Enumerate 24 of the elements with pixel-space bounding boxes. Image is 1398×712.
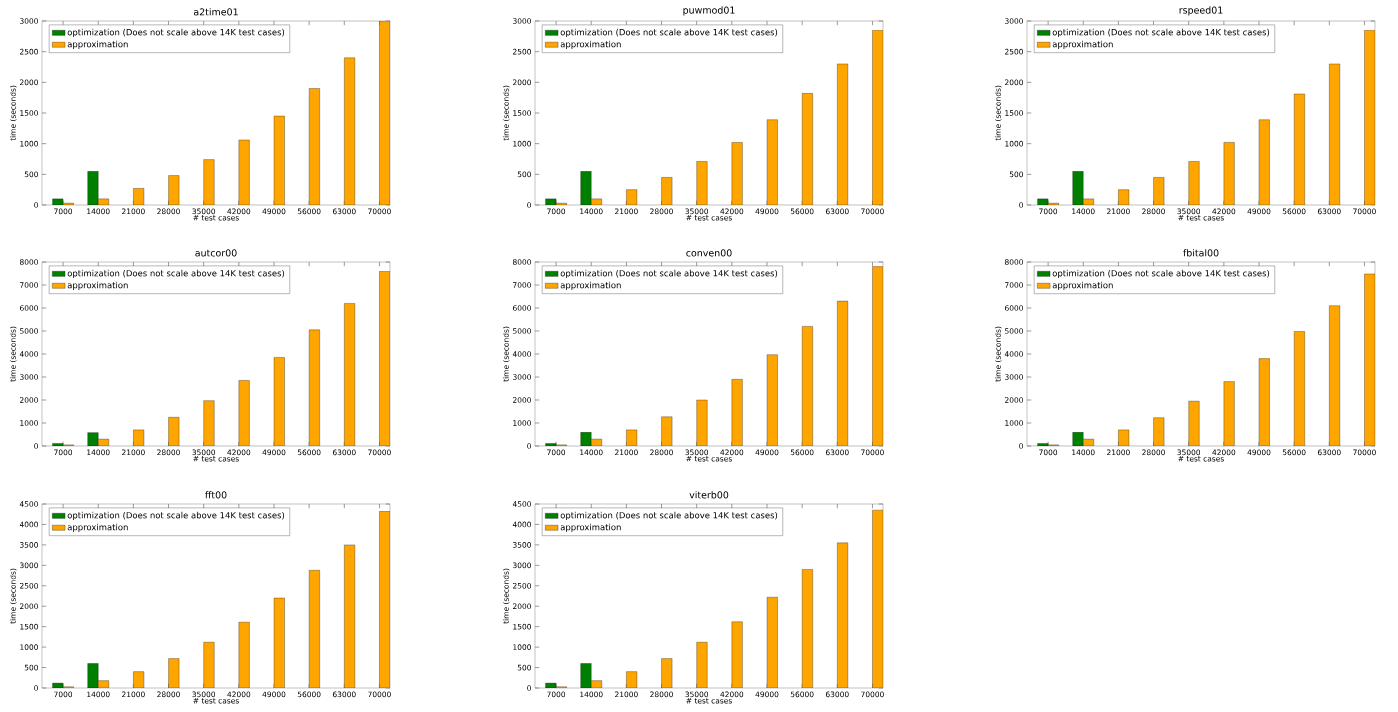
legend-label: approximation <box>67 40 128 49</box>
legend-label: optimization (Does not scale above 14K test cases) <box>560 269 778 279</box>
legend-label: approximation <box>560 281 621 290</box>
legend-label: optimization (Does not scale above 14K test cases) <box>67 269 285 279</box>
chart-title: viterb00 <box>689 491 729 499</box>
legend-label: approximation <box>560 523 621 532</box>
chart-title: fft00 <box>205 491 227 499</box>
legend-label: optimization (Does not scale above 14K test cases) <box>560 28 778 38</box>
legend-label: optimization (Does not scale above 14K test cases) <box>67 28 285 38</box>
legend-label: approximation <box>67 281 128 290</box>
legend-label: optimization (Does not scale above 14K test cases) <box>67 511 285 521</box>
legend-label: optimization (Does not scale above 14K test cases) <box>560 511 778 521</box>
chart-title: autcor00 <box>195 249 237 257</box>
legend-label: optimization (Does not scale above 14K test cases) <box>1052 269 1270 279</box>
chart-title: puwmod01 <box>683 6 735 16</box>
legend-label: approximation <box>1052 40 1113 49</box>
legend-label: approximation <box>1052 281 1113 290</box>
chart-title: conven00 <box>686 249 732 257</box>
legend-label: approximation <box>560 40 621 49</box>
chart-title: fbital00 <box>1183 249 1219 257</box>
chart-title: rspeed01 <box>1179 6 1223 16</box>
legend-label: optimization (Does not scale above 14K test cases) <box>1052 28 1270 38</box>
chart-title: a2time01 <box>193 8 238 16</box>
legend-label: approximation <box>67 523 128 532</box>
